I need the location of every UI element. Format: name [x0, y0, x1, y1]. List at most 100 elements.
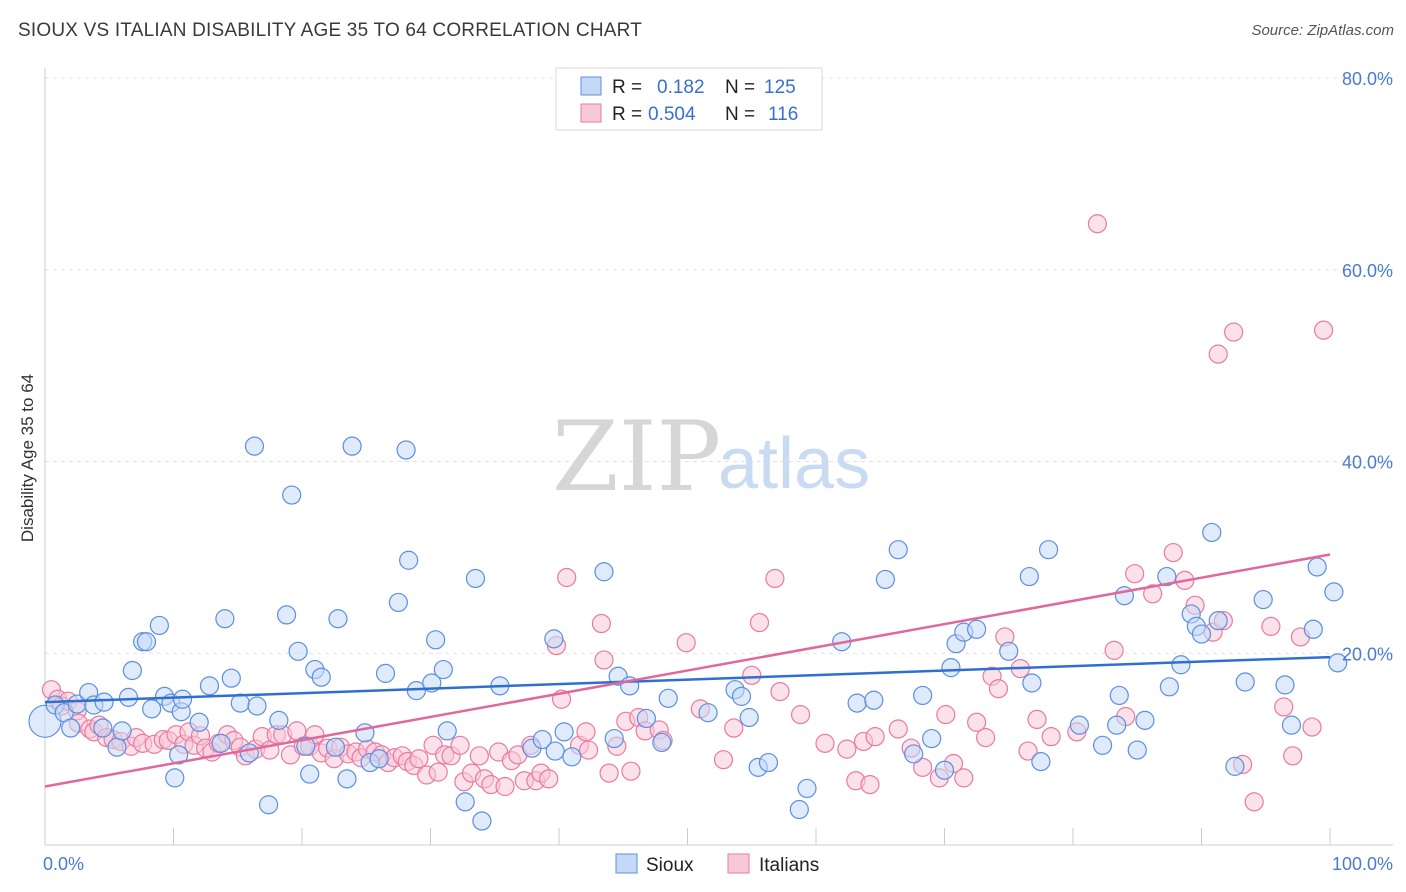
- sioux-point: [396, 440, 416, 460]
- legend-n-label-sioux: N =: [725, 77, 755, 98]
- italians-point: [599, 763, 619, 783]
- bottom-legend-swatch-sioux: [615, 853, 638, 874]
- italians-point: [1125, 564, 1145, 584]
- y-tick-labels: 20.0% 40.0% 60.0% 80.0%: [1342, 69, 1393, 664]
- sioux-point: [1225, 756, 1245, 776]
- italians-point: [450, 735, 470, 755]
- sioux-point: [913, 685, 933, 706]
- italians-point: [967, 712, 987, 732]
- italians-point: [888, 719, 908, 739]
- sioux-point: [93, 718, 113, 738]
- italians-point: [749, 612, 770, 633]
- sioux-point: [244, 436, 265, 456]
- sioux-point: [388, 592, 408, 613]
- sioux-point: [758, 752, 779, 773]
- bottom-legend: Sioux Italians: [615, 853, 819, 876]
- sioux-point: [1275, 675, 1295, 695]
- italians-point: [976, 728, 996, 748]
- watermark-atlas: atlas: [718, 424, 870, 504]
- sioux-point: [1107, 715, 1127, 735]
- italians-point: [1274, 697, 1294, 717]
- sioux-point: [342, 436, 362, 456]
- sioux-point: [61, 718, 81, 738]
- sioux-point: [1069, 715, 1090, 735]
- y-tick-20: 20.0%: [1342, 644, 1393, 664]
- italians-point: [676, 633, 696, 653]
- sioux-point: [999, 641, 1019, 661]
- sioux-point: [888, 540, 908, 560]
- italians-point: [713, 750, 734, 770]
- bottom-legend-swatch-italians: [727, 853, 750, 874]
- sioux-point: [437, 721, 457, 741]
- sioux-point: [847, 693, 867, 713]
- x-tick-labels: 0.0% 100.0%: [43, 854, 1393, 874]
- legend-n-value-italians: 116: [768, 104, 798, 125]
- sioux-point: [112, 721, 132, 741]
- italians-point: [936, 705, 956, 725]
- italians-point: [578, 740, 599, 760]
- italians-point: [913, 757, 933, 777]
- sioux-point: [1307, 557, 1327, 577]
- sioux-point: [1208, 611, 1228, 631]
- y-tick-80: 80.0%: [1342, 69, 1393, 89]
- italians-point: [1087, 214, 1108, 234]
- sioux-point: [311, 667, 331, 687]
- italians-point: [576, 722, 596, 742]
- italians-point: [765, 568, 785, 589]
- sioux-point: [594, 562, 614, 582]
- y-axis-label: Disability Age 35 to 64: [18, 374, 37, 542]
- sioux-point: [731, 686, 752, 706]
- sioux-point: [94, 692, 114, 712]
- sioux-trend-line: [44, 655, 1331, 704]
- sioux-point: [215, 609, 235, 629]
- italians-point: [1313, 320, 1334, 340]
- sioux-point: [369, 749, 389, 769]
- legend-r-label-italians: R =: [612, 104, 642, 125]
- sioux-point: [797, 778, 817, 799]
- sioux-point: [230, 693, 250, 713]
- sioux-point: [1157, 566, 1177, 587]
- sioux-point: [1191, 624, 1212, 644]
- sioux-point: [1109, 685, 1129, 706]
- legend-swatch-sioux: [580, 76, 602, 96]
- sioux-point: [337, 769, 357, 789]
- sioux-point: [239, 743, 259, 763]
- sioux-point: [426, 630, 446, 650]
- sioux-point: [1022, 673, 1042, 693]
- sioux-point: [636, 708, 656, 729]
- sioux-point: [221, 668, 241, 688]
- watermark-zip: ZIP: [552, 401, 721, 513]
- sioux-point: [375, 663, 396, 683]
- legend-r-value-sioux: 0.182: [657, 77, 705, 98]
- x-tick-left: 0.0%: [43, 854, 84, 874]
- italians-point: [1224, 322, 1244, 342]
- italians-point: [1283, 746, 1303, 766]
- italians-point: [428, 762, 448, 782]
- sioux-point: [922, 728, 942, 749]
- legend-swatch-italians: [580, 103, 602, 123]
- italians-point: [790, 705, 811, 725]
- sioux-point: [288, 641, 308, 661]
- italians-point: [539, 769, 559, 789]
- sioux-point: [1281, 715, 1302, 735]
- sioux-point: [544, 629, 564, 649]
- sioux-point: [455, 792, 475, 812]
- legend-n-value-sioux: 125: [764, 77, 796, 98]
- sioux-point: [864, 690, 884, 710]
- sioux-point: [269, 710, 289, 730]
- sioux-point: [1031, 751, 1051, 772]
- italians-point: [594, 650, 614, 670]
- italians-point: [724, 718, 744, 738]
- chart-title: SIOUX VS ITALIAN DISABILITY AGE 35 TO 64…: [18, 20, 643, 41]
- grid-lines: [45, 77, 1393, 654]
- sioux-point: [1303, 619, 1323, 639]
- sioux-point: [399, 550, 419, 570]
- sioux-point: [554, 722, 574, 742]
- sioux-point: [934, 760, 955, 780]
- sioux-point: [142, 699, 162, 719]
- source-label: Source: ZipAtlas.com: [1251, 22, 1394, 39]
- sioux-point: [1135, 710, 1155, 730]
- bottom-legend-label-sioux: Sioux: [646, 855, 694, 876]
- sioux-point: [658, 688, 678, 708]
